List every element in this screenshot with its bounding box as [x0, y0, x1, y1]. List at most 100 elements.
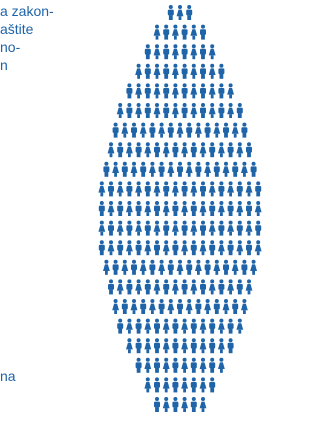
person-icon — [172, 338, 179, 354]
person-icon — [135, 83, 142, 99]
person-icon — [190, 142, 197, 158]
person-icon — [208, 44, 216, 60]
person-icon — [222, 161, 230, 177]
person-icon — [181, 83, 188, 99]
person-icon — [181, 142, 188, 158]
person-icon — [163, 44, 170, 60]
person-icon — [200, 24, 206, 40]
person-icon — [140, 299, 147, 314]
person-icon — [167, 5, 174, 20]
person-icon — [204, 161, 211, 177]
person-icon — [153, 83, 161, 99]
person-icon — [135, 357, 142, 373]
person-icon — [154, 357, 160, 373]
person-icon — [135, 318, 142, 334]
person-icon — [103, 259, 110, 275]
person-icon — [144, 83, 151, 99]
text-fragment-top: a zakon- aštite no- n — [0, 2, 104, 74]
person-icon — [131, 122, 137, 138]
person-icon — [162, 397, 170, 412]
person-icon — [162, 201, 170, 216]
person-icon — [200, 220, 206, 236]
person-icon — [103, 161, 110, 177]
person-icon — [144, 377, 152, 393]
person-icon — [190, 397, 197, 412]
person-icon — [112, 122, 119, 138]
person-icon — [153, 103, 161, 118]
person-icon — [227, 83, 234, 99]
person-icon — [231, 259, 239, 275]
person-icon — [172, 220, 179, 236]
person-icon — [177, 161, 183, 177]
person-icon — [98, 220, 106, 236]
person-icon — [176, 5, 184, 20]
person-icon — [181, 201, 188, 216]
person-icon — [208, 63, 216, 79]
person-icon — [190, 279, 198, 295]
person-icon — [158, 122, 165, 138]
person-icon — [149, 122, 156, 138]
person-icon — [250, 259, 257, 275]
person-icon — [190, 181, 198, 197]
person-icon — [190, 103, 198, 118]
person-icon — [116, 103, 124, 118]
person-icon — [181, 397, 188, 412]
person-icon — [236, 181, 243, 197]
person-icon — [209, 357, 216, 373]
person-icon — [172, 83, 179, 99]
person-icon — [117, 201, 124, 216]
text-line: n — [0, 57, 8, 73]
person-icon — [209, 318, 216, 334]
person-icon — [208, 103, 216, 118]
person-icon — [241, 161, 248, 177]
person-icon — [162, 357, 170, 373]
person-icon — [208, 181, 216, 197]
person-icon — [144, 44, 151, 60]
person-icon — [245, 181, 253, 197]
person-icon — [250, 161, 257, 177]
person-icon — [154, 240, 160, 256]
text-line: a zakon- — [0, 3, 54, 19]
text-line: aštite — [0, 21, 34, 37]
person-icon — [195, 259, 202, 275]
person-icon — [126, 240, 133, 256]
person-icon — [241, 122, 248, 138]
person-icon — [130, 161, 138, 177]
person-icon — [209, 142, 216, 158]
person-icon — [117, 318, 124, 334]
person-icon — [112, 161, 119, 177]
person-icon — [181, 357, 188, 373]
person-icon — [144, 181, 151, 197]
person-icon — [200, 63, 206, 79]
person-icon — [172, 377, 179, 393]
person-icon — [163, 103, 170, 118]
person-icon — [186, 122, 193, 138]
person-icon — [108, 279, 114, 295]
person-icon — [200, 279, 206, 295]
person-icon — [199, 338, 207, 354]
person-icon — [246, 201, 252, 216]
person-icon — [200, 83, 206, 99]
person-icon — [227, 103, 234, 118]
person-icon — [236, 279, 243, 295]
person-icon — [158, 161, 165, 177]
person-icon — [185, 161, 193, 177]
person-icon — [108, 181, 114, 197]
person-icon — [218, 181, 225, 197]
text-line: no- — [0, 39, 21, 55]
person-icon — [190, 338, 197, 354]
person-icon — [163, 279, 170, 295]
person-icon — [255, 220, 262, 236]
person-icon — [227, 318, 234, 334]
person-icon — [117, 142, 124, 158]
person-icon — [153, 63, 161, 79]
person-icon — [167, 161, 175, 177]
person-icon — [135, 201, 142, 216]
person-icon — [254, 240, 262, 256]
person-icon — [116, 279, 124, 295]
person-icon — [209, 240, 216, 256]
person-icon — [135, 338, 142, 354]
person-icon — [190, 44, 198, 60]
person-icon — [190, 201, 197, 216]
